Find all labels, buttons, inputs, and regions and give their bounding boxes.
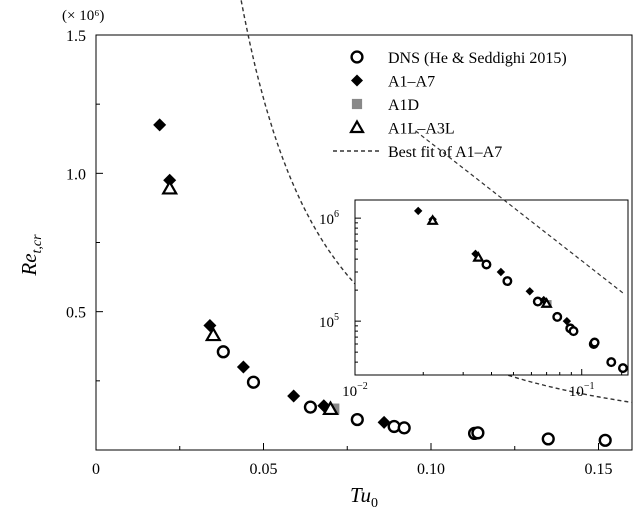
inset-data-point: [606, 357, 617, 368]
inset-x-tick-label: 10−1: [569, 381, 595, 400]
legend-swatch: [349, 119, 365, 134]
inset-data-point: [562, 316, 572, 326]
data-point: [377, 415, 391, 429]
data-point: [216, 345, 230, 359]
inset-data-point: [532, 296, 543, 307]
y-tick-label: 1.0: [66, 166, 86, 183]
inset-data-point: [496, 267, 506, 277]
legend-swatch: [351, 74, 363, 87]
main-axis-ticks: 0 0.05 0.10 0.15 0.5 1.0 1.5: [66, 28, 613, 478]
legend-label: DNS (He & Seddighi 2015): [388, 50, 567, 67]
legend-label: A1–A7: [388, 74, 435, 91]
legend-label: A1D: [388, 97, 419, 114]
inset-data-point: [502, 276, 513, 287]
inset-data-marks: [413, 206, 628, 374]
x-axis-label-sub: 0: [371, 496, 378, 511]
legend-label: A1L–A3L: [388, 121, 455, 138]
data-point: [246, 375, 261, 389]
data-point: [322, 400, 339, 416]
data-point: [287, 389, 301, 403]
y-axis-label: Ret,cr: [17, 234, 45, 277]
data-point: [153, 118, 167, 132]
x-tick-label: 0: [92, 461, 100, 478]
data-point: [471, 426, 485, 440]
legend-swatch: [351, 98, 363, 110]
inset-data-point: [413, 206, 423, 216]
inset-data-point: [540, 297, 553, 308]
data-point: [303, 400, 318, 414]
inset-fit-curve: [415, 130, 624, 294]
y-multiplier: (× 10⁶): [62, 8, 104, 24]
main-data-marks: [153, 118, 612, 447]
inset-data-point: [426, 214, 439, 225]
legend: DNS (He & Seddighi 2015) A1–A7 A1D A1L–A3L B…: [333, 50, 567, 161]
y-tick-label: 1.5: [66, 28, 86, 45]
data-point: [598, 433, 612, 447]
data-point: [397, 421, 411, 435]
x-tick-label: 0.05: [250, 461, 278, 478]
data-point: [236, 360, 250, 374]
inset-data-point: [539, 295, 548, 305]
inset-y-tick-label: 105: [319, 312, 339, 331]
inset-x-tick-label: 10−2: [342, 381, 368, 400]
data-point: [204, 326, 222, 342]
x-axis-label: Tu0: [350, 483, 378, 511]
inset-data-point: [617, 363, 628, 374]
inset-frame: [354, 199, 629, 376]
y-tick-label: 0.5: [66, 305, 86, 322]
data-point: [161, 179, 179, 195]
inset-data-point: [552, 311, 563, 322]
y-axis-label-sub: t,cr: [30, 234, 45, 254]
data-point: [350, 412, 364, 427]
inset-data-point: [481, 259, 492, 270]
x-tick-label: 0.10: [417, 461, 445, 478]
legend-swatch: [350, 50, 364, 64]
inset-data-point: [568, 326, 579, 337]
data-point: [541, 432, 555, 446]
inset-data-point: [589, 337, 600, 348]
inset-data-point: [525, 287, 534, 296]
inset-y-tick-label: 106: [319, 209, 339, 228]
x-tick-label: 0.15: [585, 461, 613, 478]
inset-data-point: [472, 251, 485, 262]
legend-label: Best fit of A1–A7: [388, 144, 502, 161]
inset-best-fit-line: [415, 130, 624, 294]
